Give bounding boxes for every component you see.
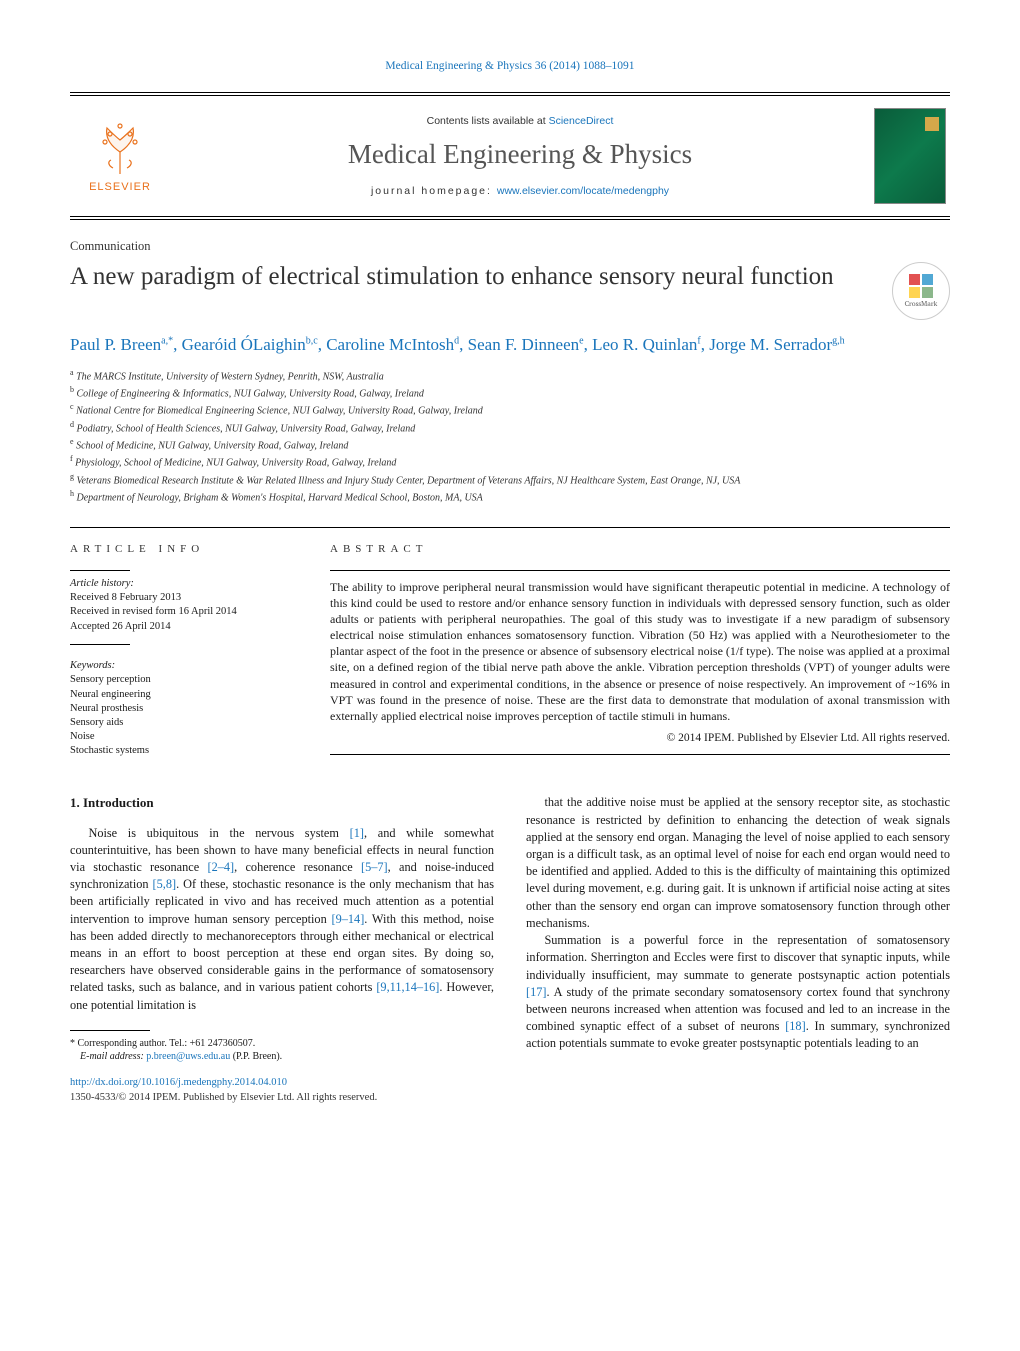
- affiliation-line: d Podiatry, School of Health Sciences, N…: [70, 419, 950, 436]
- corr-email-line: E-mail address: p.breen@uws.edu.au (P.P.…: [70, 1050, 494, 1064]
- doi-link[interactable]: http://dx.doi.org/10.1016/j.medengphy.20…: [70, 1077, 287, 1088]
- banner-center: Contents lists available at ScienceDirec…: [170, 114, 870, 199]
- homepage-link[interactable]: www.elsevier.com/locate/medengphy: [497, 185, 669, 197]
- journal-banner: ELSEVIER Contents lists available at Sci…: [70, 96, 950, 216]
- history-revised: Received in revised form 16 April 2014: [70, 605, 290, 619]
- running-header: Medical Engineering & Physics 36 (2014) …: [70, 58, 950, 74]
- citation-link[interactable]: [9,11,14–16]: [376, 980, 439, 994]
- rule-abs-bottom: [330, 754, 950, 755]
- citation-link[interactable]: [9–14]: [332, 912, 365, 926]
- citation-link[interactable]: [1]: [350, 826, 364, 840]
- article-info-heading: article info: [70, 542, 290, 557]
- corr-email-link[interactable]: p.breen@uws.edu.au: [146, 1051, 230, 1062]
- homepage-line: journal homepage: www.elsevier.com/locat…: [170, 184, 870, 199]
- article-title: A new paradigm of electrical stimulation…: [70, 262, 880, 292]
- affiliation-list: a The MARCS Institute, University of Wes…: [70, 367, 950, 506]
- citation-link[interactable]: [5–7]: [361, 860, 388, 874]
- elsevier-tree-icon: [93, 116, 147, 176]
- abstract-col: abstract The ability to improve peripher…: [330, 528, 950, 758]
- copyright-line: © 2014 IPEM. Published by Elsevier Ltd. …: [330, 730, 950, 746]
- article-info-col: article info Article history: Received 8…: [70, 528, 290, 758]
- rule-banner-bottom-1: [70, 216, 950, 217]
- section-1-heading: 1. Introduction: [70, 794, 494, 812]
- page-root: Medical Engineering & Physics 36 (2014) …: [0, 0, 1020, 1145]
- body-para-3: Summation is a powerful force in the rep…: [526, 932, 950, 1052]
- title-row: A new paradigm of electrical stimulation…: [70, 262, 950, 320]
- rule-info: [70, 570, 130, 571]
- rule-kw: [70, 644, 130, 645]
- homepage-prefix: journal homepage:: [371, 185, 497, 197]
- footnote-sep: [70, 1030, 150, 1031]
- citation-link[interactable]: [17]: [526, 985, 547, 999]
- article-type: Communication: [70, 238, 950, 256]
- issn-line: 1350-4533/© 2014 IPEM. Published by Else…: [70, 1092, 377, 1103]
- rule-banner-bottom-2: [70, 219, 950, 220]
- body-para-2: that the additive noise must be applied …: [526, 794, 950, 932]
- affiliation-line: h Department of Neurology, Brigham & Wom…: [70, 488, 950, 505]
- journal-name: Medical Engineering & Physics: [170, 136, 870, 174]
- history-received: Received 8 February 2013: [70, 591, 290, 605]
- body-para-1: Noise is ubiquitous in the nervous syste…: [70, 825, 494, 1014]
- abstract-text: The ability to improve peripheral neural…: [330, 579, 950, 725]
- keyword: Neural prosthesis: [70, 702, 290, 716]
- keyword: Stochastic systems: [70, 744, 290, 758]
- affiliation-line: c National Centre for Biomedical Enginee…: [70, 401, 950, 418]
- crossmark-label: CrossMark: [905, 300, 938, 310]
- contents-line: Contents lists available at ScienceDirec…: [170, 114, 870, 129]
- affiliation-line: a The MARCS Institute, University of Wes…: [70, 367, 950, 384]
- crossmark-badge[interactable]: CrossMark: [892, 262, 950, 320]
- doi-block: http://dx.doi.org/10.1016/j.medengphy.20…: [70, 1076, 950, 1105]
- citation-link[interactable]: [2–4]: [207, 860, 234, 874]
- keywords-list: Sensory perceptionNeural engineeringNeur…: [70, 673, 290, 758]
- author-list: Paul P. Breena,*, Gearóid ÓLaighinb,c, C…: [70, 334, 950, 357]
- keyword: Sensory aids: [70, 716, 290, 730]
- publisher-block: ELSEVIER: [70, 116, 170, 195]
- affiliation-line: f Physiology, School of Medicine, NUI Ga…: [70, 453, 950, 470]
- email-suffix: (P.P. Breen).: [230, 1051, 282, 1062]
- crossmark-icon: [907, 272, 935, 300]
- sciencedirect-link[interactable]: ScienceDirect: [549, 115, 614, 127]
- keyword: Sensory perception: [70, 673, 290, 687]
- body-columns: 1. Introduction Noise is ubiquitous in t…: [70, 794, 950, 1063]
- history-heading: Article history:: [70, 577, 290, 592]
- keyword: Neural engineering: [70, 688, 290, 702]
- corr-author-line: * Corresponding author. Tel.: +61 247360…: [70, 1037, 494, 1051]
- publisher-name: ELSEVIER: [89, 180, 151, 195]
- column-footer: * Corresponding author. Tel.: +61 247360…: [70, 1030, 494, 1064]
- rule-abs: [330, 570, 950, 571]
- contents-prefix: Contents lists available at: [427, 115, 549, 127]
- footnote-block: * Corresponding author. Tel.: +61 247360…: [70, 1037, 494, 1064]
- keyword: Noise: [70, 730, 290, 744]
- affiliation-line: b College of Engineering & Informatics, …: [70, 384, 950, 401]
- email-label: E-mail address:: [80, 1051, 146, 1062]
- abstract-heading: abstract: [330, 542, 950, 557]
- citation-link[interactable]: [18]: [785, 1019, 806, 1033]
- journal-cover-icon: [874, 108, 946, 204]
- keywords-heading: Keywords:: [70, 659, 290, 674]
- affiliation-line: e School of Medicine, NUI Galway, Univer…: [70, 436, 950, 453]
- rule-top-1: [70, 92, 950, 93]
- history-accepted: Accepted 26 April 2014: [70, 620, 290, 634]
- meta-row: article info Article history: Received 8…: [70, 527, 950, 758]
- affiliation-line: g Veterans Biomedical Research Institute…: [70, 471, 950, 488]
- cover-thumb-wrap: [870, 106, 950, 206]
- citation-link[interactable]: [5,8]: [153, 877, 177, 891]
